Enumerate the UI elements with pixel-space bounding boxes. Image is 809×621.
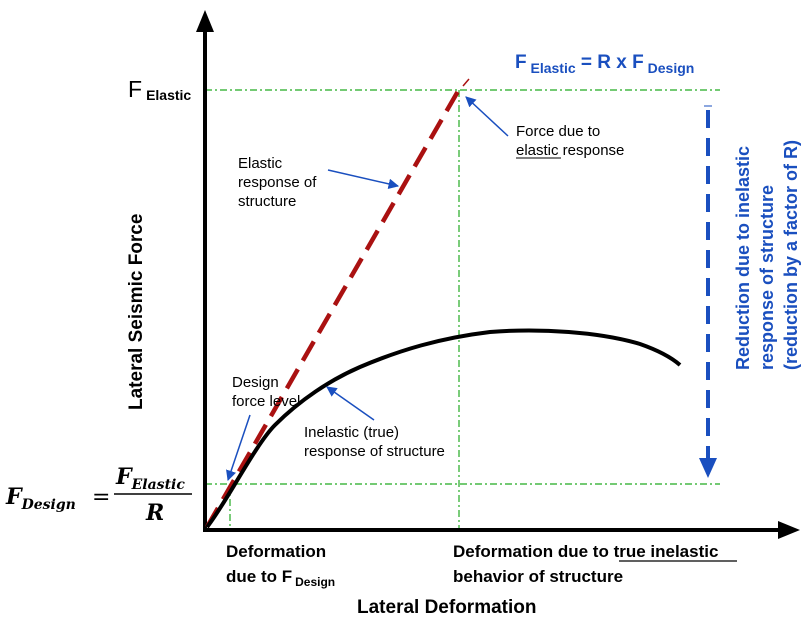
force-elastic-label: Force due to elastic response (516, 123, 624, 159)
elastic-response-label: Elastic response of structure (238, 155, 321, 210)
elastic-equation: F Elastic = R x F Design (515, 52, 694, 76)
y-axis-title: Lateral Seismic Force (126, 214, 147, 410)
svg-text:Reduction due to inelastic: Reduction due to inelastic response of s… (733, 140, 801, 370)
elastic-response-line (207, 86, 461, 527)
x-axis-title: Lateral Deformation (357, 597, 536, 618)
x-axis-arrow-icon (778, 521, 800, 539)
deform-design-label: Deformation (226, 542, 326, 561)
deform-design-label-2: due to F Design (226, 567, 335, 589)
f-design-lhs: FDesign (5, 484, 76, 513)
arrow-elastic-response (328, 170, 398, 186)
f-elastic-label: F Elastic (128, 76, 191, 103)
f-design-formula: FDesign = FElastic R (5, 464, 192, 526)
f-design-equals: = (92, 485, 110, 510)
arrow-inelastic (327, 387, 374, 420)
arrow-force-elastic (466, 97, 508, 136)
y-axis-arrow-icon (196, 10, 214, 32)
reduction-label: Reduction due to inelastic response of s… (733, 140, 801, 370)
inelastic-response-label: Inelastic (true) response of structure (304, 424, 445, 460)
inelastic-response-curve (207, 331, 680, 528)
deform-true-label-2: behavior of structure (453, 567, 623, 586)
elastic-response-tip (463, 79, 469, 86)
deform-true-label: Deformation due to true inelastic (453, 542, 718, 561)
f-design-denominator: R (145, 500, 164, 526)
reduction-arrow-icon (699, 458, 717, 478)
f-design-numerator: FElastic (115, 464, 185, 493)
